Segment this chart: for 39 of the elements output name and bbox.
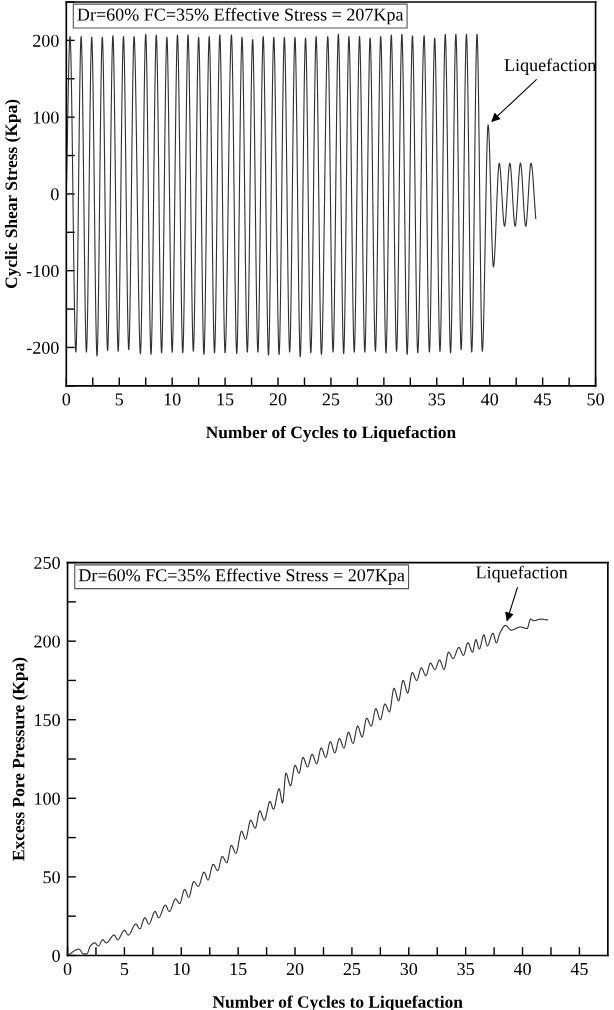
y-tick-label: 0 <box>51 188 59 201</box>
x-tick-label: 25 <box>343 962 361 976</box>
x-tick-label: 20 <box>286 962 304 976</box>
x-tick-label: 30 <box>400 962 418 976</box>
x-tick-label: 10 <box>164 393 181 406</box>
y-tick-label: 100 <box>35 792 60 805</box>
y-tick-label: 150 <box>35 713 60 727</box>
y-axis-title: Excess Pore Pressure (Kpa) <box>12 657 28 861</box>
chart-title: Dr=60% FC=35% Effective Stress = 207Kpa <box>78 568 405 586</box>
y-tick-label: 100 <box>33 111 59 124</box>
y-tick-label: -200 <box>26 341 59 354</box>
y-tick-label: 200 <box>34 635 60 648</box>
y-axis-title: Cyclic Shear Stress (Kpa) <box>4 99 21 288</box>
y-tick-label: 200 <box>33 34 59 47</box>
x-tick-label: 0 <box>63 962 72 976</box>
x-tick-label: 20 <box>269 393 287 406</box>
x-tick-label: 40 <box>513 962 531 976</box>
y-tick-label: -100 <box>26 264 59 278</box>
x-tick-label: 35 <box>428 393 446 406</box>
x-tick-label: 35 <box>457 962 474 976</box>
x-tick-label: 5 <box>115 393 124 406</box>
x-axis-title: Number of Cycles to Liquefaction <box>206 425 456 442</box>
annotation: Liquefaction <box>476 565 568 583</box>
x-tick-label: 30 <box>375 393 393 406</box>
x-tick-label: 45 <box>570 963 588 976</box>
annotation: Liquefaction <box>504 58 596 75</box>
y-tick-label: 0 <box>52 949 60 962</box>
y-tick-label: 50 <box>43 871 60 884</box>
x-tick-label: 15 <box>230 963 247 976</box>
x-tick-label: 40 <box>481 393 499 406</box>
x-tick-label: 15 <box>217 393 234 406</box>
x-tick-label: 25 <box>322 393 340 406</box>
x-tick-label: 50 <box>587 393 604 406</box>
x-tick-label: 45 <box>533 393 551 406</box>
chart-title: Dr=60% FC=35% Effective Stress = 207Kpa <box>77 7 404 25</box>
x-tick-label: 5 <box>120 963 129 976</box>
x-tick-label: 10 <box>173 962 190 976</box>
x-tick-label: 0 <box>62 393 71 406</box>
y-tick-label: 250 <box>34 556 60 570</box>
